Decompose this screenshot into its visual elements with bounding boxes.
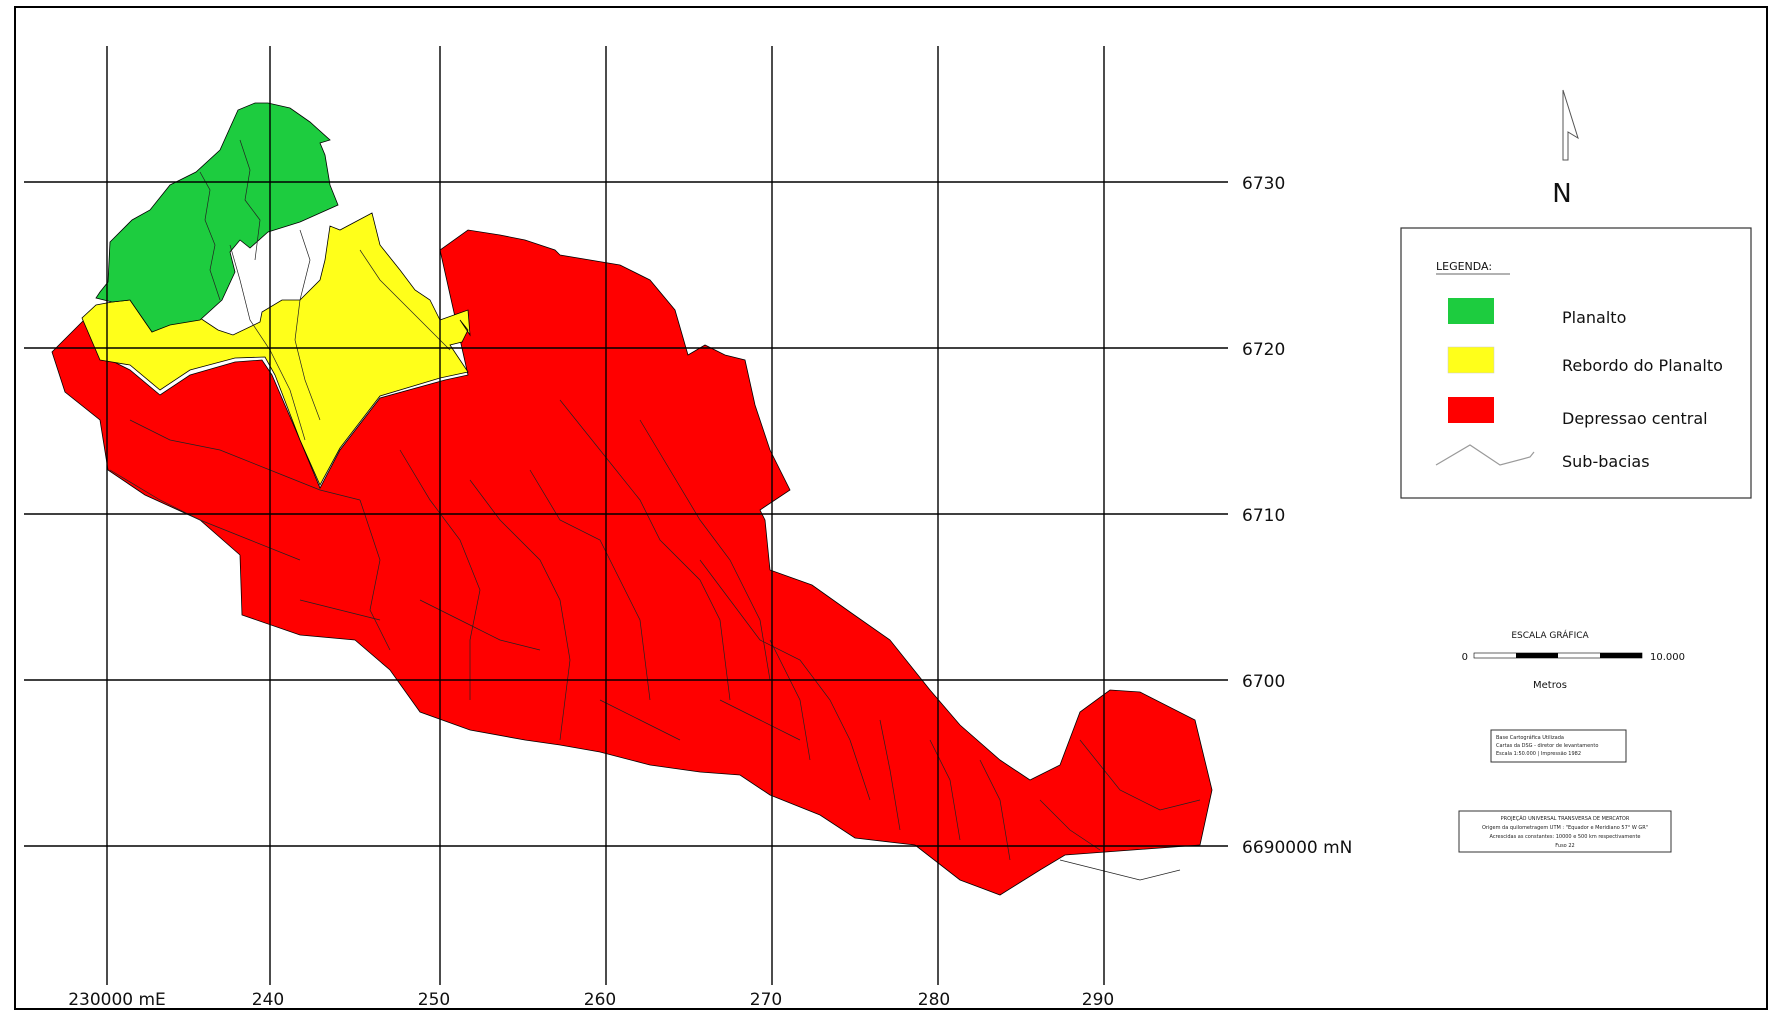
legend-label: Sub-bacias: [1562, 452, 1650, 471]
grid-y-label: 6690000 mN: [1242, 838, 1352, 858]
source-line: Cartas da DSG - diretor de levantamento: [1496, 743, 1598, 749]
legend-label: Depressao central: [1562, 409, 1708, 428]
source-info-box: Base Cartográfica Utilizada Cartas da DS…: [1490, 729, 1627, 763]
projection-line: Fuso 22: [1555, 843, 1574, 849]
region-planalto: [95, 102, 339, 333]
source-line: Base Cartográfica Utilizada: [1496, 734, 1564, 741]
scale-bar: ESCALA GRÁFICA 0 10.000 Metros: [1462, 629, 1685, 691]
projection-info-box: PROJEÇÃO UNIVERSAL TRANSVERSA DE MERCATO…: [1458, 810, 1672, 853]
grid-y-labels: 6730 6720 6710 6700 6690000 mN: [1242, 174, 1352, 858]
grid-lines: [24, 46, 1228, 985]
legend-box: LEGENDA: Planalto Rebordo do Planalto De…: [1400, 227, 1752, 499]
scale-title: ESCALA GRÁFICA: [1511, 629, 1589, 641]
grid-y-label: 6730: [1242, 174, 1285, 194]
projection-line: Origem da quilometragem UTM : "Equador e…: [1482, 825, 1648, 831]
projection-line: Acrescidas as constantes: 10000 e 500 km…: [1489, 834, 1640, 840]
grid-x-label: 260: [584, 990, 616, 1010]
grid-y-label: 6700: [1242, 672, 1285, 692]
legend-swatch-depressao: [1448, 397, 1494, 423]
legend-label: Planalto: [1562, 308, 1626, 327]
grid-y-label: 6720: [1242, 340, 1285, 360]
grid-x-label: 270: [750, 990, 782, 1010]
projection-line: PROJEÇÃO UNIVERSAL TRANSVERSA DE MERCATO…: [1501, 815, 1630, 822]
grid-x-labels: 230000 mE 240 250 260 270 280 290: [68, 990, 1114, 1010]
region-rebordo-do-planalto: [81, 212, 471, 486]
grid-x-label: 280: [918, 990, 950, 1010]
scale-end: 10.000: [1650, 652, 1685, 663]
north-label: N: [1552, 179, 1571, 209]
grid-x-label: 250: [418, 990, 450, 1010]
legend-swatch-planalto: [1448, 298, 1494, 324]
sub-basin-lines: [109, 139, 1201, 881]
scale-unit: Metros: [1533, 680, 1567, 691]
grid-x-label: 230000 mE: [68, 990, 166, 1010]
legend-swatch-sub-bacias: [1435, 444, 1535, 466]
legend-label: Rebordo do Planalto: [1562, 356, 1723, 375]
north-arrow-icon: [1562, 89, 1579, 161]
region-depressao-central: [51, 229, 1213, 896]
grid-x-label: 290: [1082, 990, 1114, 1010]
legend-swatch-rebordo: [1447, 346, 1495, 374]
scale-start: 0: [1462, 652, 1468, 663]
grid-y-label: 6710: [1242, 506, 1285, 526]
grid-x-label: 240: [252, 990, 284, 1010]
legend-title: LEGENDA:: [1436, 260, 1492, 273]
map-frame: [14, 6, 1768, 1010]
source-line: Escala 1:50.000 | Impressão 1982: [1496, 751, 1581, 757]
